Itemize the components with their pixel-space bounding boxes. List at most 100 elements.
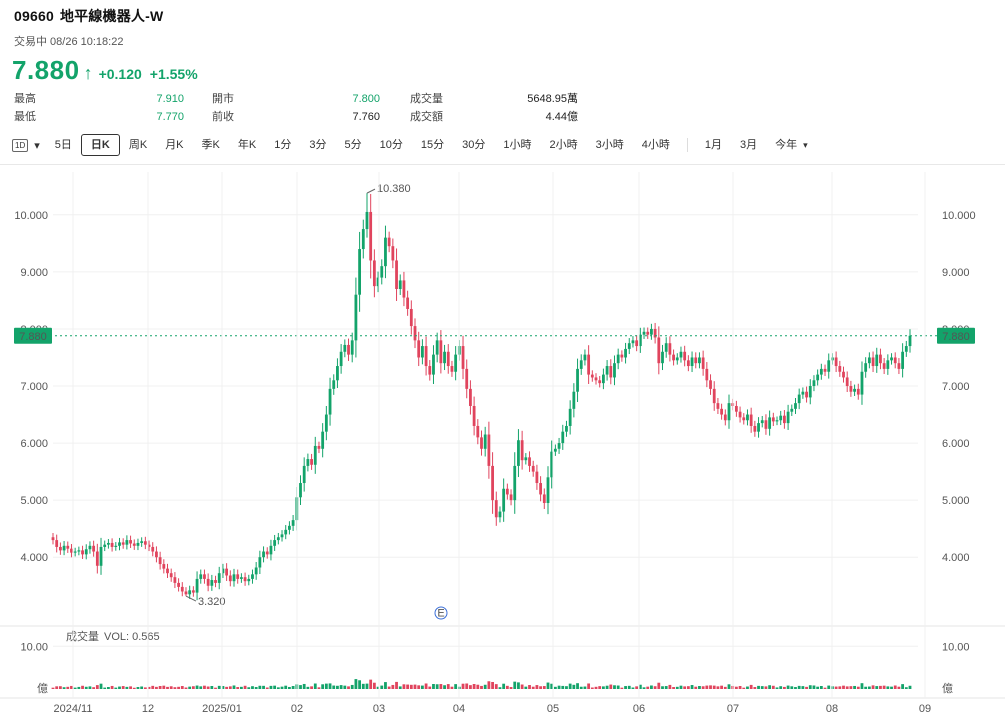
volume-bar [465,683,469,689]
range-tab-2[interactable]: 今年 ▾ [775,139,808,151]
candle-body [771,417,775,422]
candle-body [624,348,627,358]
tab-13[interactable]: 2小時 [549,139,578,151]
volume-bar [195,685,199,689]
tab-7[interactable]: 3分 [309,139,327,151]
candle-body [790,408,794,412]
volume-bar [387,686,391,689]
tab-5[interactable]: 年K [237,139,257,151]
volume-bar [749,684,753,689]
candle-body [180,586,184,592]
volume-bar [258,685,262,689]
open-label: 開市 [212,93,234,105]
tab-14[interactable]: 3小時 [595,139,624,151]
volume-bar [609,684,613,689]
candle-body [99,546,103,566]
candle-body [81,550,84,555]
candle-body [709,380,712,389]
candle-body [650,328,653,335]
tab-0[interactable]: 5日 [54,139,72,151]
candle-body [406,297,410,309]
volume-bar [657,682,661,689]
volume-bar [819,686,823,689]
tab-1[interactable]: 日K [80,134,120,156]
volume-bar [576,683,579,689]
volume-bar [546,682,550,689]
turnover-value: 4.44億 [545,111,578,123]
volume-bar [867,686,871,689]
volume-bar [435,684,439,689]
candle-body [177,582,180,587]
volume-bar [398,686,402,689]
volume-bar [801,686,805,689]
tab-12[interactable]: 1小時 [503,139,532,151]
x-tick: 03 [373,703,385,715]
candle-body [842,371,845,378]
candle-body [77,550,81,552]
volume-bar [816,686,820,689]
volume-bar [613,685,616,689]
range-tab-0[interactable]: 1月 [704,139,722,151]
volume-bar [827,685,831,689]
tab-4[interactable]: 季K [201,139,220,151]
tab-11[interactable]: 30分 [462,139,486,151]
candle-body [908,335,912,347]
volume-bar [406,684,410,689]
candle-body [819,368,823,375]
volume-bar [184,687,188,689]
volume-bar [635,686,639,689]
candle-body [683,351,687,361]
candle-body [454,354,458,372]
low-label: 最低 [14,111,36,123]
volume-bar [206,686,210,689]
volume-bar [856,686,860,689]
volume-bar [579,686,583,689]
candle-body [280,534,284,538]
tab-10[interactable]: 15分 [420,139,445,151]
candle-body [520,440,524,461]
tab-2[interactable]: 周K [128,139,148,151]
volume-bar [646,686,650,689]
candle-body [132,543,136,546]
candle-body [531,465,535,472]
turnover-label: 成交額 [410,111,443,123]
tab-8[interactable]: 5分 [344,139,362,151]
indicator-selector[interactable]: 1D ▾ [12,138,46,152]
volume-bar [908,685,912,689]
tab-3[interactable]: 月K [165,139,184,151]
tab-15[interactable]: 4小時 [641,139,670,151]
volume-bar [627,685,631,689]
volume-unit-left: 億 [37,682,48,695]
candle-body [664,343,668,352]
volume-bar [683,686,687,689]
candle-body [879,354,882,364]
range-tab-1[interactable]: 3月 [739,139,758,151]
volume-bar [288,686,291,689]
volume-bar [893,685,897,689]
volume-bar [668,684,672,689]
candle-body [262,551,265,558]
candle-body [391,246,395,261]
volume-bar [823,687,827,689]
volume-bar [225,686,229,689]
volume-bar [395,681,398,689]
open-value: 7.800 [352,93,380,105]
volume-bar [191,686,195,689]
candle-body [332,380,336,389]
volume-bar [243,685,247,689]
candle-body [694,357,698,364]
candle-body [712,388,716,404]
tab-9[interactable]: 10分 [379,139,403,151]
volume-bar [794,687,797,689]
tab-6[interactable]: 1分 [274,139,292,151]
candle-body [579,360,583,369]
stats-col-2: 開市 7.800 前收 7.760 [212,90,380,126]
volume-bar [221,686,225,689]
volume-bar [210,686,214,689]
candle-body [483,434,487,449]
volume-bar [321,684,325,689]
candle-body [764,420,768,429]
volume-bar [299,685,302,689]
candle-body [136,542,140,546]
